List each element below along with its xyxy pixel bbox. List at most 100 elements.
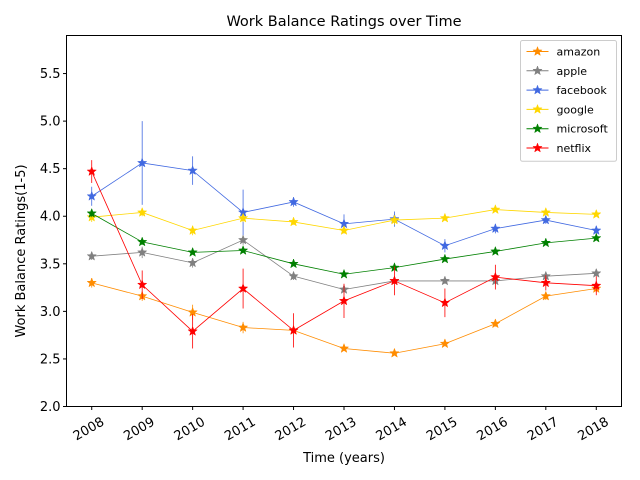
y-axis: 2.0 2.5 3.0 3.5 4.0 4.5 5.0 5.5 bbox=[40, 67, 67, 415]
point-apple bbox=[591, 267, 602, 278]
point-netflix bbox=[237, 283, 249, 293]
point-netflix bbox=[540, 277, 552, 288]
plot-area bbox=[86, 121, 602, 358]
legend-swatch-star bbox=[532, 103, 543, 114]
x-tick-label: 2009 bbox=[121, 415, 157, 445]
series-netflix bbox=[86, 160, 602, 349]
x-axis: 2008 2009 2010 2011 2012 2013 2014 2015 2016 2017… bbox=[71, 406, 612, 445]
point-microsoft bbox=[86, 207, 97, 218]
point-google bbox=[591, 208, 602, 219]
legend-item-amazon: amazon bbox=[526, 45, 601, 59]
legend-label: google bbox=[557, 103, 594, 116]
point-microsoft bbox=[187, 246, 198, 257]
point-google bbox=[288, 216, 299, 227]
plot-frame bbox=[66, 35, 622, 407]
point-google bbox=[187, 224, 198, 235]
point-facebook bbox=[136, 157, 148, 168]
point-apple bbox=[288, 270, 299, 281]
point-amazon bbox=[540, 290, 552, 301]
point-facebook bbox=[490, 223, 501, 234]
legend-item-microsoft: microsoft bbox=[526, 123, 609, 136]
x-tick-label: 2016 bbox=[475, 415, 511, 445]
legend-swatch-star bbox=[532, 65, 543, 76]
x-tick-label: 2015 bbox=[424, 415, 460, 445]
point-facebook bbox=[187, 165, 198, 176]
legend-label: netflix bbox=[557, 142, 592, 155]
point-google bbox=[136, 206, 148, 217]
legend-item-apple: apple bbox=[526, 65, 588, 78]
point-microsoft bbox=[591, 232, 602, 243]
point-microsoft bbox=[136, 236, 148, 247]
x-tick-label: 2013 bbox=[323, 415, 359, 445]
point-facebook bbox=[86, 190, 97, 201]
point-google bbox=[540, 206, 552, 217]
x-tick-label: 2010 bbox=[172, 415, 208, 445]
x-tick-label: 2018 bbox=[575, 415, 611, 445]
point-microsoft bbox=[490, 245, 501, 256]
point-facebook bbox=[288, 196, 299, 207]
legend: amazon apple facebook google microsoft netfli… bbox=[520, 40, 617, 162]
legend-item-google: google bbox=[526, 103, 594, 116]
point-microsoft bbox=[237, 244, 249, 255]
x-axis-label: Time (years) bbox=[302, 451, 385, 466]
point-apple bbox=[136, 246, 148, 257]
point-amazon bbox=[490, 318, 501, 329]
point-netflix bbox=[136, 279, 148, 290]
legend-label: microsoft bbox=[557, 123, 609, 136]
x-tick-label: 2014 bbox=[374, 415, 410, 445]
x-tick-label: 2017 bbox=[525, 415, 561, 445]
point-netflix bbox=[338, 295, 350, 306]
point-microsoft bbox=[288, 258, 299, 269]
point-google bbox=[237, 212, 249, 223]
point-apple bbox=[187, 257, 198, 268]
legend-label: apple bbox=[557, 65, 588, 78]
point-microsoft bbox=[439, 253, 451, 264]
point-netflix bbox=[288, 324, 299, 335]
legend-item-facebook: facebook bbox=[526, 84, 608, 97]
y-axis-label: Work Balance Ratings(1-5) bbox=[14, 164, 29, 337]
y-tick-label: 4.5 bbox=[40, 162, 61, 177]
point-apple bbox=[237, 234, 249, 245]
x-tick-label: 2012 bbox=[273, 415, 309, 445]
point-google bbox=[338, 224, 350, 235]
point-facebook bbox=[540, 214, 552, 225]
point-netflix bbox=[439, 297, 451, 308]
legend-swatch-star bbox=[532, 123, 543, 134]
point-microsoft bbox=[540, 237, 552, 248]
y-tick-label: 4.0 bbox=[40, 210, 61, 225]
legend-label: facebook bbox=[557, 84, 608, 97]
y-tick-label: 5.5 bbox=[40, 67, 61, 82]
point-amazon bbox=[237, 322, 249, 333]
x-tick-label: 2008 bbox=[71, 415, 107, 445]
point-netflix bbox=[86, 166, 97, 176]
point-netflix bbox=[187, 325, 198, 336]
legend-swatch-star bbox=[532, 84, 543, 95]
legend-label: amazon bbox=[557, 46, 601, 59]
y-tick-label: 2.5 bbox=[40, 352, 61, 367]
legend-swatch-star bbox=[532, 142, 543, 153]
point-amazon bbox=[86, 277, 97, 288]
y-tick-label: 2.0 bbox=[40, 400, 61, 415]
point-google bbox=[389, 214, 400, 225]
point-apple bbox=[439, 275, 451, 286]
y-tick-label: 3.5 bbox=[40, 257, 61, 272]
y-tick-label: 5.0 bbox=[40, 115, 61, 130]
legend-swatch-star bbox=[532, 45, 543, 56]
point-netflix bbox=[591, 280, 602, 291]
point-amazon bbox=[338, 342, 350, 353]
point-netflix bbox=[490, 271, 501, 282]
point-amazon bbox=[389, 347, 400, 358]
point-microsoft bbox=[338, 268, 350, 279]
legend-item-netflix: netflix bbox=[526, 142, 592, 155]
point-netflix bbox=[389, 275, 400, 286]
point-google bbox=[490, 204, 501, 215]
x-tick-label: 2011 bbox=[222, 415, 258, 445]
y-tick-label: 3.0 bbox=[40, 305, 61, 320]
point-apple bbox=[86, 250, 97, 261]
point-google bbox=[439, 212, 451, 223]
series-google bbox=[86, 204, 602, 236]
chart-title: Work Balance Ratings over Time bbox=[226, 14, 461, 30]
point-facebook bbox=[591, 224, 602, 235]
point-amazon bbox=[439, 338, 451, 349]
